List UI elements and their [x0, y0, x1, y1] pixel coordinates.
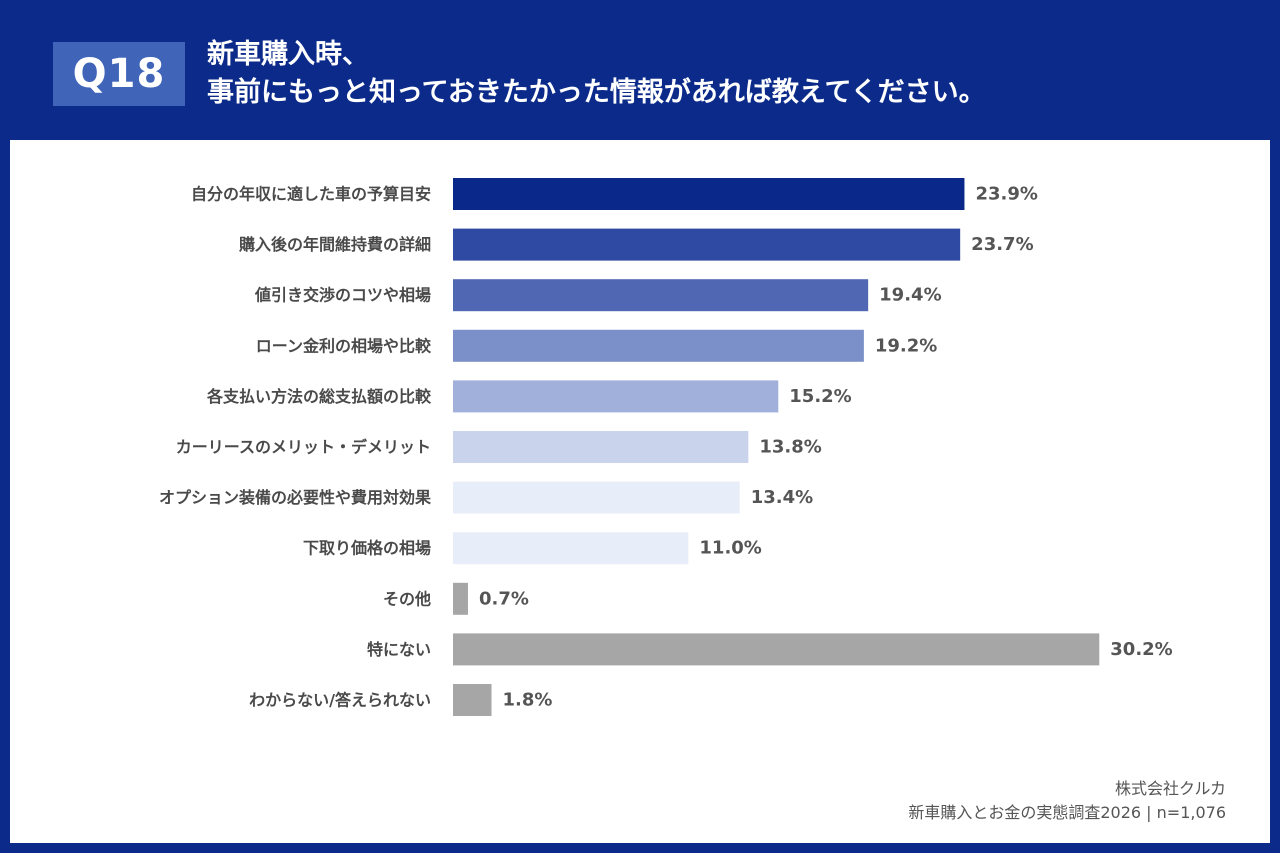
- bar-row: わからない/答えられない 1.8%: [249, 684, 552, 716]
- question-title-line1: 新車購入時、: [207, 39, 369, 70]
- chart-panel: 自分の年収に適した車の予算目安 23.9% 購入後の年間維持費の詳細 23.7% 値引き…: [10, 140, 1270, 843]
- bar: [453, 633, 1100, 666]
- company-name: 株式会社クルカ: [1114, 779, 1226, 798]
- value-label: 19.4%: [879, 285, 941, 306]
- bar-row: オプション装備の必要性や費用対効果 13.4%: [159, 481, 813, 514]
- bar: [453, 279, 869, 312]
- bar: [453, 532, 689, 565]
- category-label: その他: [383, 589, 431, 608]
- bar: [453, 481, 740, 514]
- bar-row: カーリースのメリット・デメリット 13.8%: [176, 431, 822, 463]
- source-footer: 株式会社クルカ 新車購入とお金の実態調査2026 | n=1,076: [908, 777, 1226, 825]
- value-label: 13.8%: [759, 437, 821, 458]
- bar-row: ローン金利の相場や比較 19.2%: [256, 329, 937, 362]
- bar: [453, 431, 749, 463]
- bar: [453, 582, 468, 615]
- value-label: 1.8%: [503, 690, 553, 711]
- bar-row: 各支払い方法の総支払額の比較 15.2%: [206, 380, 852, 413]
- bar-row: 下取り価格の相場 11.0%: [303, 532, 762, 565]
- value-label: 23.9%: [975, 184, 1037, 205]
- bar: [453, 380, 779, 413]
- bar-chart: 自分の年収に適した車の予算目安 23.9% 購入後の年間維持費の詳細 23.7% 値引き…: [159, 178, 1173, 716]
- bar: [453, 228, 961, 261]
- header: Q18 新車購入時、 事前にもっと知っておきたかった情報があれば教えてください。: [0, 0, 1280, 140]
- category-label: 各支払い方法の総支払額の比較: [206, 387, 432, 406]
- value-label: 11.0%: [699, 538, 761, 559]
- question-badge: Q18: [53, 42, 185, 106]
- category-label: 値引き交渉のコツや相場: [254, 286, 431, 305]
- category-label: わからない/答えられない: [249, 691, 431, 710]
- category-label: オプション装備の必要性や費用対効果: [159, 488, 431, 507]
- category-label: ローン金利の相場や比較: [256, 336, 432, 355]
- value-label: 0.7%: [479, 588, 529, 609]
- category-label: カーリースのメリット・デメリット: [176, 438, 431, 457]
- bar-row: 自分の年収に適した車の予算目安 23.9%: [191, 178, 1038, 210]
- bar-row: その他 0.7%: [383, 582, 529, 615]
- bar-row: 購入後の年間維持費の詳細 23.7%: [238, 228, 1034, 261]
- bar: [453, 178, 965, 210]
- value-label: 15.2%: [789, 386, 851, 407]
- category-label: 自分の年収に適した車の予算目安: [191, 185, 431, 204]
- value-label: 13.4%: [751, 487, 813, 508]
- bar-row: 値引き交渉のコツや相場 19.4%: [254, 279, 942, 312]
- bar: [453, 329, 864, 362]
- bar-row: 特にない 30.2%: [367, 633, 1173, 666]
- survey-info: 新車購入とお金の実態調査2026 | n=1,076: [908, 803, 1226, 822]
- category-label: 下取り価格の相場: [303, 539, 431, 558]
- question-title: 新車購入時、 事前にもっと知っておきたかった情報があれば教えてください。: [207, 36, 986, 112]
- category-label: 購入後の年間維持費の詳細: [238, 235, 431, 254]
- value-label: 30.2%: [1110, 639, 1172, 660]
- bar: [453, 684, 492, 716]
- value-label: 19.2%: [875, 335, 937, 356]
- category-label: 特にない: [367, 640, 431, 659]
- value-label: 23.7%: [971, 234, 1033, 255]
- question-title-line2: 事前にもっと知っておきたかった情報があれば教えてください。: [207, 77, 986, 108]
